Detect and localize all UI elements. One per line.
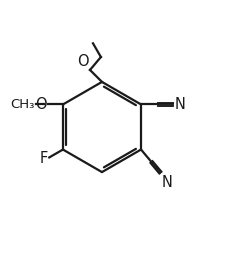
Text: N: N <box>161 175 172 190</box>
Text: O: O <box>36 97 47 112</box>
Text: F: F <box>40 151 48 166</box>
Text: CH₃: CH₃ <box>11 98 35 111</box>
Text: O: O <box>77 54 89 69</box>
Text: N: N <box>174 97 185 112</box>
